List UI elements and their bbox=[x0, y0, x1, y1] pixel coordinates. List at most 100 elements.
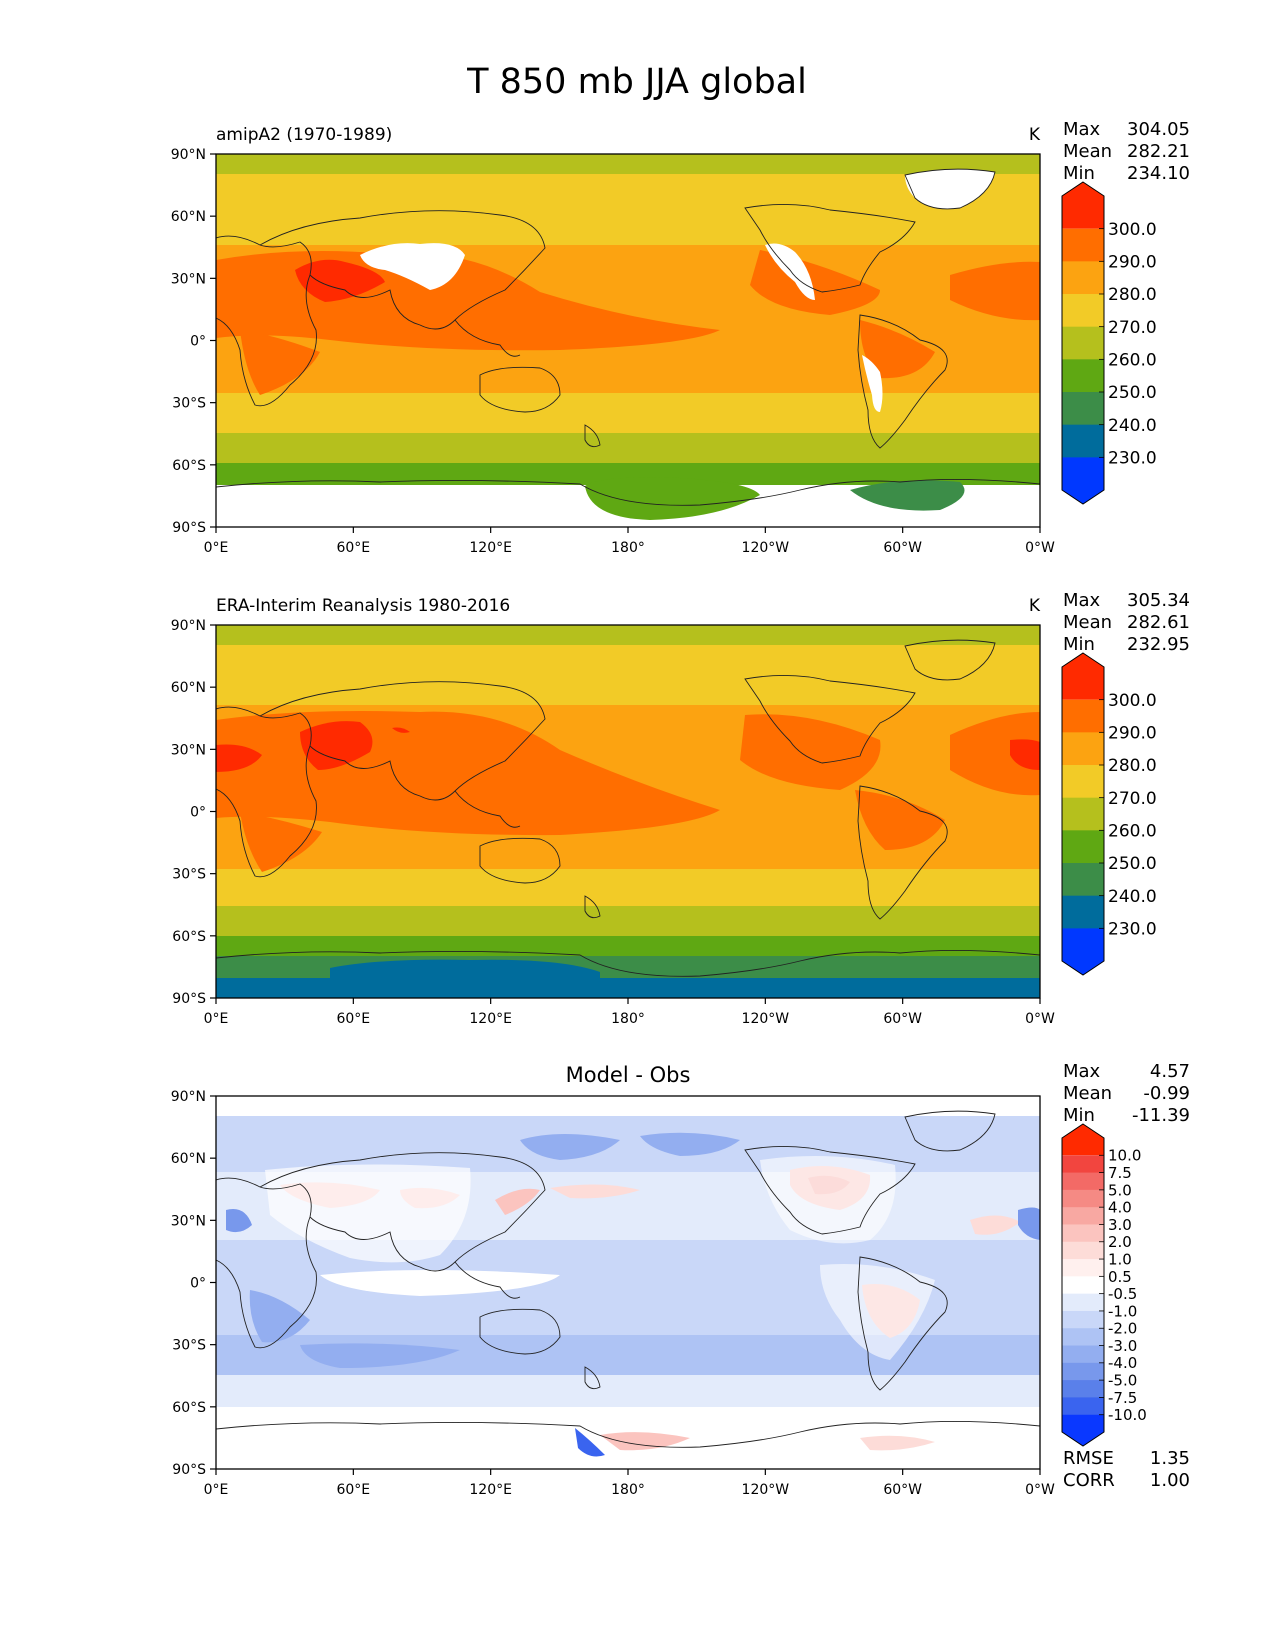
stat-value-corr: 1.00 bbox=[1150, 1470, 1190, 1491]
colorbar-swatch-top bbox=[1062, 182, 1104, 229]
colorbar-swatch bbox=[1062, 261, 1104, 295]
ross-sea-green bbox=[585, 477, 760, 520]
stat-label-mean: Mean bbox=[1063, 141, 1112, 162]
colorbar-tick-label: 7.5 bbox=[1108, 1164, 1132, 1182]
stat-value-min: -11.39 bbox=[1132, 1105, 1190, 1126]
colorbar-swatch bbox=[1062, 1172, 1104, 1191]
weddell-sea-green bbox=[850, 480, 965, 511]
x-tick-label: 180° bbox=[611, 1011, 645, 1027]
extra-stats-box: RMSE CORR 1.35 1.00 bbox=[1063, 1448, 1190, 1491]
colorbar-swatch bbox=[1062, 392, 1104, 426]
colorbar-swatch bbox=[1062, 1397, 1104, 1416]
colorbar-swatch bbox=[1062, 895, 1104, 929]
x-tick-label: 0°E bbox=[204, 1011, 229, 1027]
colorbar-tick-label: 290.0 bbox=[1108, 723, 1157, 743]
y-tick-label: 60°N bbox=[171, 680, 206, 696]
colorbar-swatch bbox=[1062, 1155, 1104, 1174]
colorbar-swatch bbox=[1062, 1224, 1104, 1243]
colorbar: 300.0 290.0 280.0 270.0 260.0 250.0 240.0 230.0 bbox=[1061, 652, 1157, 976]
band-south-subtropics bbox=[216, 393, 1040, 433]
stat-value-mean: 282.21 bbox=[1127, 141, 1190, 162]
colorbar-swatch bbox=[1062, 1276, 1104, 1295]
colorbar-tick-label: 260.0 bbox=[1108, 821, 1157, 841]
y-tick-label: 30°S bbox=[172, 396, 206, 412]
cold-anomaly-siberia bbox=[520, 1134, 620, 1160]
colorbar-swatch bbox=[1062, 863, 1104, 897]
stats-box: Max Mean Min 4.57 -0.99 -11.39 bbox=[1063, 1061, 1190, 1126]
figure-title: T 850 mb JJA global bbox=[466, 62, 807, 102]
warm-anomaly-weddell bbox=[860, 1435, 935, 1451]
warm-anomaly-japan bbox=[495, 1188, 540, 1215]
colorbar-swatch bbox=[1062, 732, 1104, 766]
colorbar-swatch-top bbox=[1062, 653, 1104, 700]
stat-label-mean: Mean bbox=[1063, 1083, 1112, 1104]
stat-value-max: 304.05 bbox=[1127, 119, 1190, 140]
band-high-lat-north bbox=[216, 645, 1040, 705]
x-tick-label: 120°E bbox=[469, 1482, 512, 1498]
colorbar-tick-label: -1.0 bbox=[1108, 1302, 1137, 1320]
panel-difference: Model - Obs bbox=[171, 1061, 1190, 1498]
colorbar-tick-label: 250.0 bbox=[1108, 383, 1157, 403]
colorbar-swatch bbox=[1062, 1362, 1104, 1381]
y-ticks: 90°N 60°N 30°N 0° 30°S 60°S 90°S bbox=[171, 618, 216, 1007]
colorbar-swatch bbox=[1062, 1241, 1104, 1260]
colorbar-tick-label: 250.0 bbox=[1108, 854, 1157, 874]
x-tick-label: 60°W bbox=[883, 540, 922, 556]
band-arctic bbox=[216, 1096, 1040, 1116]
y-tick-label: 30°N bbox=[171, 271, 206, 287]
y-tick-label: 60°S bbox=[172, 458, 206, 474]
y-tick-label: 90°N bbox=[171, 147, 206, 163]
band-high-lat-north bbox=[216, 174, 1040, 245]
colorbar-tick-label: -3.0 bbox=[1108, 1337, 1137, 1355]
coastlines bbox=[216, 168, 1040, 506]
warm-region-atlantic bbox=[950, 261, 1040, 321]
x-tick-label: 0°W bbox=[1025, 1011, 1055, 1027]
white-anomaly-equatorial bbox=[320, 1270, 560, 1296]
x-tick-label: 180° bbox=[611, 1482, 645, 1498]
cold-anomaly-africa bbox=[249, 1290, 310, 1343]
y-tick-label: 0° bbox=[190, 1276, 206, 1292]
stat-value-max: 4.57 bbox=[1150, 1061, 1190, 1082]
colorbar-swatch bbox=[1062, 326, 1104, 360]
hot-region-iran bbox=[392, 727, 410, 733]
colorbar: 10.07.55.04.03.02.01.00.5-0.5-1.0-2.0-3.… bbox=[1061, 1123, 1147, 1447]
coastlines bbox=[216, 639, 1040, 977]
y-tick-label: 90°N bbox=[171, 1089, 206, 1105]
colorbar-tick-label: 4.0 bbox=[1108, 1199, 1132, 1217]
colorbar-tick-label: 280.0 bbox=[1108, 756, 1157, 776]
stat-label-max: Max bbox=[1063, 1061, 1101, 1082]
stat-label-max: Max bbox=[1063, 590, 1101, 611]
colorbar-swatch bbox=[1062, 1259, 1104, 1277]
x-ticks: 0°E 60°E 120°E 180° 120°W 60°W 0°W bbox=[204, 527, 1055, 556]
x-tick-label: 120°E bbox=[469, 1011, 512, 1027]
panel-left-title: amipA2 (1970-1989) bbox=[216, 125, 392, 145]
y-tick-label: 0° bbox=[190, 805, 206, 821]
colorbar-swatch bbox=[1062, 1328, 1104, 1347]
colorbar-swatch bbox=[1062, 1380, 1104, 1398]
x-tick-label: 120°W bbox=[742, 540, 790, 556]
colorbar-tick-label: 280.0 bbox=[1108, 285, 1157, 305]
colorbar-swatch bbox=[1062, 1345, 1104, 1364]
colorbar-swatch-bottom bbox=[1062, 457, 1104, 504]
colorbar-tick-label: -4.0 bbox=[1108, 1354, 1137, 1372]
colorbar-tick-label: 240.0 bbox=[1108, 416, 1157, 436]
hot-region-arabia bbox=[295, 259, 385, 302]
colorbar-outline bbox=[1061, 652, 1105, 976]
stat-value-rmse: 1.35 bbox=[1150, 1448, 1190, 1469]
panel-observations: ERA-Interim Reanalysis 1980-2016 K bbox=[171, 590, 1190, 1027]
cold-anomaly-sahara bbox=[226, 1209, 252, 1233]
x-tick-label: 0°E bbox=[204, 1482, 229, 1498]
colorbar-swatch bbox=[1062, 1189, 1104, 1208]
colorbar-swatch bbox=[1062, 359, 1104, 393]
x-tick-label: 0°W bbox=[1025, 540, 1055, 556]
colorbar-swatch bbox=[1062, 1293, 1104, 1312]
missing-rockies bbox=[765, 243, 815, 300]
colorbar-tick-label: 0.5 bbox=[1108, 1268, 1132, 1286]
colorbar-swatch bbox=[1062, 424, 1104, 458]
colorbar-tick-label: 2.0 bbox=[1108, 1233, 1132, 1251]
stat-label-max: Max bbox=[1063, 119, 1101, 140]
warm-region-africa bbox=[240, 812, 322, 872]
colorbar-tick-label: 1.0 bbox=[1108, 1250, 1132, 1268]
x-tick-label: 60°E bbox=[336, 540, 370, 556]
